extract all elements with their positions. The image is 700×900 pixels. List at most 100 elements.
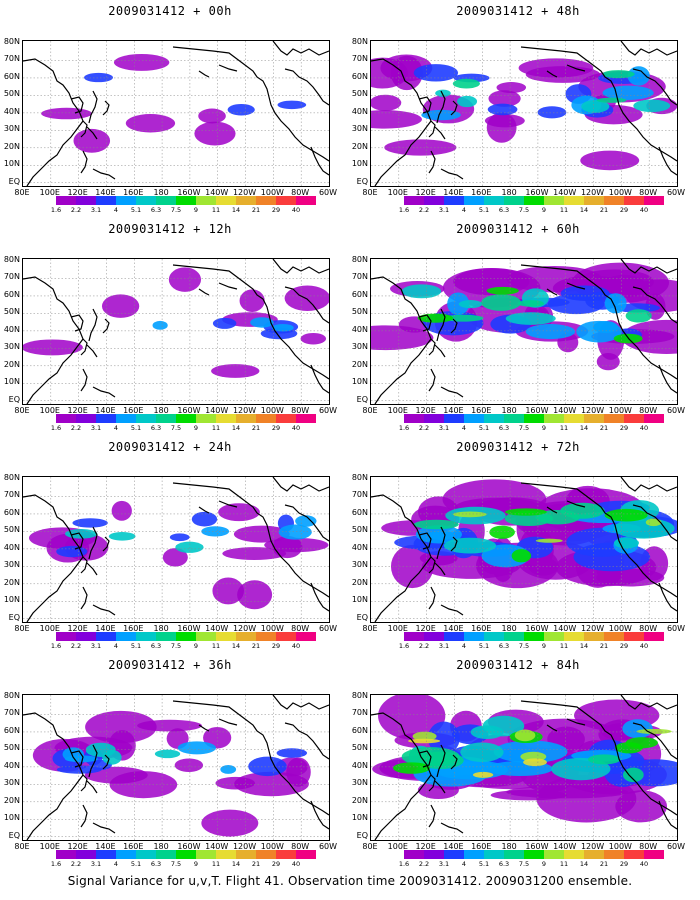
lat-label: 30N: [3, 560, 20, 570]
colorbar-swatch: [56, 196, 76, 205]
colorbar-swatch: [236, 196, 256, 205]
colorbar-label: 4: [461, 860, 467, 868]
colorbar-swatch: [96, 414, 116, 423]
colorbar-swatch: [156, 632, 176, 641]
lon-label: 120W: [232, 624, 257, 633]
lon-label: 180: [153, 624, 169, 633]
lon-label: 180: [501, 842, 517, 851]
colorbar-swatch: [136, 414, 156, 423]
lat-label: 70N: [351, 708, 368, 718]
colorbar-swatch: [524, 196, 544, 205]
lat-label: 20N: [351, 141, 368, 151]
coastlines: [371, 259, 677, 404]
colorbar-label: 1.6: [50, 206, 62, 214]
colorbar-swatch: [116, 632, 136, 641]
colorbar-label: 6.3: [498, 424, 510, 432]
lon-label: 60W: [318, 406, 338, 415]
colorbar-swatch: [444, 196, 464, 205]
map-panel-36h: 2009031412 + 36h 80N 70N 60N 50N 40N 30N 20N 10N…: [0, 654, 340, 868]
colorbar-label: 9: [193, 642, 199, 650]
colorbar-swatch: [136, 850, 156, 859]
colorbar-label: 3.1: [90, 424, 102, 432]
colorbar-label: 5.1: [130, 642, 142, 650]
lat-label: 60N: [3, 725, 20, 735]
colorbar-label: 3.1: [90, 860, 102, 868]
colorbar-label: 1.6: [50, 424, 62, 432]
colorbar-swatch: [544, 850, 564, 859]
lon-label: 120W: [232, 188, 257, 197]
lat-label: EQ: [356, 176, 368, 186]
variance-map: [23, 477, 329, 622]
colorbar-swatch: [136, 632, 156, 641]
panel-title: 2009031412 + 48h: [456, 4, 580, 18]
lon-label: 80W: [291, 406, 310, 415]
lat-label: 10N: [351, 377, 368, 387]
colorbar-label: 1.6: [398, 424, 410, 432]
colorbar-label: 6.3: [498, 860, 510, 868]
lon-label: 120W: [580, 842, 605, 851]
coastlines: [23, 41, 329, 186]
lon-label: 80E: [362, 624, 378, 633]
lat-label: 50N: [3, 525, 20, 535]
colorbar-label: 40: [639, 206, 649, 214]
lon-label: 60W: [318, 842, 338, 851]
lon-label: 160E: [471, 842, 492, 851]
colorbar-swatch: [296, 414, 316, 423]
colorbar-swatch: [444, 850, 464, 859]
lon-label: 120W: [232, 406, 257, 415]
lon-label: 160W: [525, 842, 549, 851]
panel-title: 2009031412 + 12h: [108, 222, 232, 236]
colorbar-label: 5.1: [130, 206, 142, 214]
map-panel-60h: 2009031412 + 60h 80N 70N 60N 50N 40N 30N 20N 10N…: [348, 218, 688, 432]
lon-label: 180: [501, 406, 517, 415]
lon-label: 160W: [525, 406, 549, 415]
variance-map: [371, 477, 677, 622]
colorbar-label: 21: [251, 642, 261, 650]
colorbar-label: 1.6: [50, 642, 62, 650]
colorbar-swatch: [544, 414, 564, 423]
lat-label: 40N: [3, 324, 20, 334]
colorbar-label: 11: [211, 642, 221, 650]
colorbar-label: 7.5: [170, 206, 182, 214]
colorbar-swatch: [156, 414, 176, 423]
colorbar-swatch: [604, 850, 624, 859]
lon-label: 120E: [415, 624, 436, 633]
colorbar-label: 6.3: [498, 642, 510, 650]
colorbar-label: 9: [541, 206, 547, 214]
colorbar-swatch: [644, 850, 664, 859]
colorbar-label: 4: [113, 642, 119, 650]
colorbar-swatch: [584, 414, 604, 423]
lat-label: 30N: [351, 124, 368, 134]
lat-label: 60N: [3, 71, 20, 81]
colorbar-swatch: [116, 850, 136, 859]
colorbar-label: 4: [113, 860, 119, 868]
colorbar-label: 3.1: [90, 206, 102, 214]
lon-label: 160E: [123, 188, 144, 197]
colorbar-label: 7.5: [518, 206, 530, 214]
colorbar-label: 40: [639, 860, 649, 868]
lon-label: 100E: [387, 406, 408, 415]
colorbar-swatch: [196, 196, 216, 205]
colorbar-swatch: [176, 414, 196, 423]
colorbar-swatch: [56, 414, 76, 423]
lon-label: 160E: [123, 624, 144, 633]
colorbar-label: 21: [599, 642, 609, 650]
colorbar-swatch: [504, 196, 524, 205]
lat-label: 80N: [3, 255, 20, 264]
colorbar-swatch: [156, 850, 176, 859]
lon-label: 140W: [205, 842, 229, 851]
colorbar-swatch: [424, 632, 444, 641]
colorbar-label: 2.2: [418, 642, 430, 650]
lon-label: 160E: [471, 624, 492, 633]
lat-label: 80N: [351, 255, 368, 264]
lon-label: 120E: [415, 406, 436, 415]
lat-label: EQ: [356, 394, 368, 404]
lat-label: EQ: [8, 394, 20, 404]
lat-label: 20N: [3, 359, 20, 369]
lon-label: 180: [153, 406, 169, 415]
colorbar-label: 21: [599, 860, 609, 868]
variance-map: [371, 259, 677, 404]
lon-label: 140E: [95, 624, 116, 633]
lon-label: 160E: [123, 842, 144, 851]
colorbar-label: 40: [291, 860, 301, 868]
